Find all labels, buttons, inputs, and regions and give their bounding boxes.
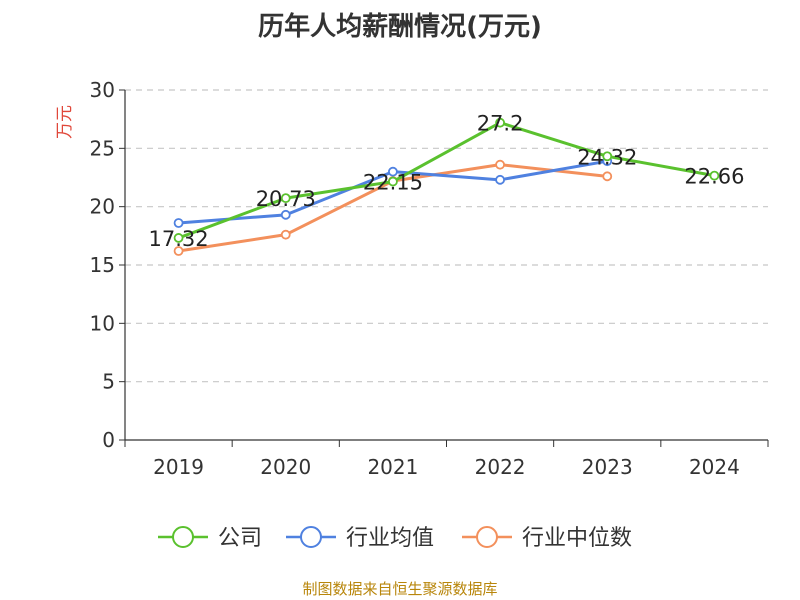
y-tick-label: 25 bbox=[90, 136, 115, 160]
x-tick-label: 2019 bbox=[153, 455, 204, 479]
data-point bbox=[173, 233, 184, 243]
legend-item-label[interactable]: 行业均值 bbox=[346, 526, 434, 551]
y-tick-label: 15 bbox=[90, 253, 115, 277]
data-label: 20.73 bbox=[256, 187, 316, 211]
data-point bbox=[388, 166, 398, 177]
x-tick-label: 2023 bbox=[582, 455, 633, 479]
grid-lines bbox=[125, 89, 768, 383]
axes bbox=[119, 89, 769, 447]
data-point bbox=[280, 193, 291, 204]
y-axis-label: 万元 bbox=[55, 105, 75, 139]
data-point bbox=[495, 174, 505, 185]
data-point bbox=[602, 151, 613, 162]
legend-item-label[interactable]: 行业中位数 bbox=[522, 526, 632, 551]
data-point bbox=[495, 117, 505, 128]
data-point bbox=[709, 170, 720, 181]
legend: 公司 行业均值 行业中位数 bbox=[158, 526, 632, 551]
series-lines bbox=[173, 117, 720, 256]
data-point bbox=[173, 218, 184, 228]
y-tick-label: 20 bbox=[90, 195, 115, 219]
legend-item-label[interactable]: 公司 bbox=[218, 526, 262, 551]
data-label: 22.66 bbox=[684, 165, 744, 189]
data-label: 17.32 bbox=[149, 227, 209, 251]
data-label: 24.32 bbox=[577, 145, 637, 169]
y-tick-label: 10 bbox=[90, 311, 115, 335]
data-labels: 17.32 20.73 22.15 27.2 24.32 22.66 bbox=[149, 112, 745, 251]
x-tick-label: 2022 bbox=[475, 455, 526, 479]
x-tick-label: 2024 bbox=[689, 455, 740, 479]
x-tick-label: 2021 bbox=[367, 455, 418, 479]
source-note: 制图数据来自恒生聚源数据库 bbox=[302, 580, 498, 598]
legend-marker bbox=[476, 526, 498, 548]
data-point bbox=[280, 229, 291, 240]
data-label: 27.2 bbox=[477, 112, 524, 136]
data-point bbox=[280, 209, 291, 220]
tick-labels: 0 5 10 15 20 25 30 2019 2020 2021 2022 2023 2024 bbox=[90, 78, 740, 479]
legend-marker bbox=[172, 526, 194, 548]
y-tick-label: 0 bbox=[102, 428, 115, 452]
data-label: 22.15 bbox=[363, 171, 423, 195]
y-tick-label: 30 bbox=[90, 78, 115, 102]
data-point bbox=[495, 159, 505, 170]
series-line-0 bbox=[178, 121, 715, 240]
x-tick-label: 2020 bbox=[260, 455, 311, 479]
y-tick-label: 5 bbox=[102, 370, 115, 394]
data-point bbox=[388, 176, 398, 187]
data-point bbox=[173, 246, 184, 256]
chart-title: 历年人均薪酬情况(万元) bbox=[258, 12, 542, 42]
data-point bbox=[602, 171, 613, 182]
legend-marker bbox=[300, 526, 322, 548]
